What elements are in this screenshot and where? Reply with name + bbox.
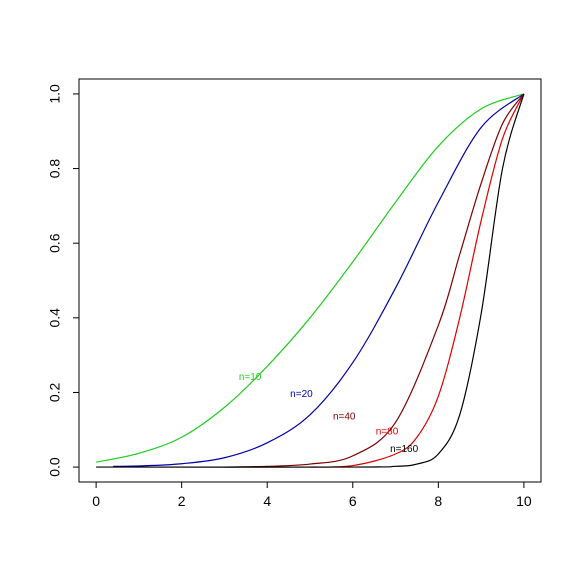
y-tick-label: 0.0 <box>47 457 63 477</box>
series-line-n-10 <box>95 93 525 463</box>
series-line-n-160 <box>96 93 525 468</box>
series-labels-layer: n=10 n=20 n=40 n=80 n=160 <box>239 372 419 455</box>
x-tick-label: 0 <box>92 493 100 509</box>
series-label-n-40: n=40 <box>333 411 356 422</box>
series-line-n-80 <box>309 93 525 468</box>
series-line-n-40 <box>224 93 525 468</box>
series-label-n-160: n=160 <box>390 444 419 455</box>
x-tick-label: 6 <box>349 493 357 509</box>
x-tick-label: 10 <box>516 493 532 509</box>
series-label-n-80: n=80 <box>376 426 399 437</box>
y-tick-label: 0.4 <box>47 308 63 328</box>
series-layer <box>95 93 525 468</box>
y-tick-label: 0.6 <box>47 233 63 253</box>
x-tick-label: 8 <box>434 493 442 509</box>
series-label-n-20: n=20 <box>290 389 313 400</box>
y-tick-label: 1.0 <box>47 84 63 104</box>
series-label-n-10: n=10 <box>239 372 262 383</box>
axes-layer: 0 2 4 6 8 10 0.0 0.2 0.4 0.6 0.8 1.0 <box>47 78 542 509</box>
x-tick-label: 4 <box>263 493 271 509</box>
y-tick-label: 0.8 <box>47 159 63 179</box>
x-tick-label: 2 <box>178 493 186 509</box>
series-line-n-20 <box>113 93 525 467</box>
plot-frame <box>78 78 542 483</box>
y-tick-label: 0.2 <box>47 383 63 403</box>
